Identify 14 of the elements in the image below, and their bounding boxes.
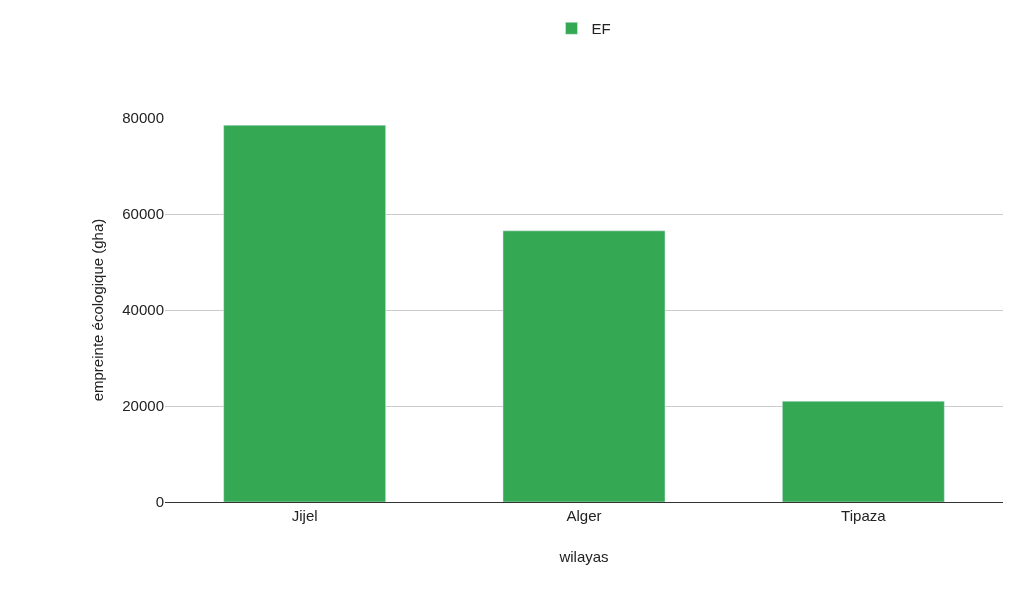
bar — [502, 230, 666, 502]
bar — [782, 400, 945, 502]
y-axis-title: empreinte écologique (gha) — [88, 218, 106, 402]
x-tick-label: Tipaza — [841, 507, 887, 524]
y-tick-label: 60000 — [122, 205, 164, 223]
y-tick-label: 20000 — [122, 397, 164, 415]
y-tick-label: 0 — [155, 493, 164, 511]
x-tick-label: Jijel — [291, 507, 318, 524]
y-tick-label: 40000 — [122, 301, 164, 319]
legend-label: EF — [591, 20, 611, 38]
x-axis-title: wilayas — [558, 548, 609, 565]
y-tick-label: 80000 — [122, 109, 164, 127]
bar — [223, 124, 386, 502]
x-tick-label: Alger — [566, 507, 602, 524]
